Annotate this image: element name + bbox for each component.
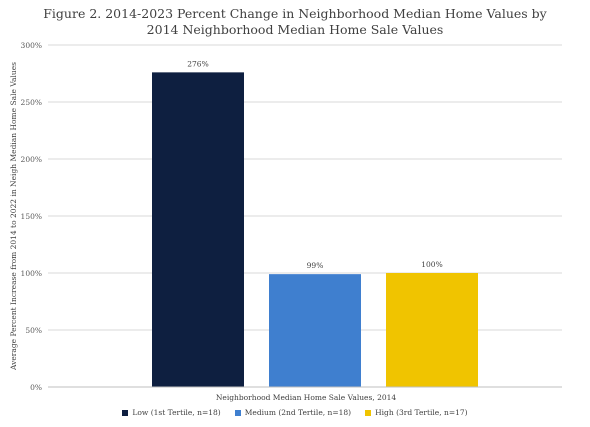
legend-swatch: [234, 409, 241, 416]
data-label: 99%: [307, 261, 324, 270]
bar-3: [386, 273, 478, 387]
legend-swatch: [122, 409, 129, 416]
data-label: 276%: [187, 59, 208, 68]
y-tick-label: 150%: [21, 212, 42, 221]
chart-title-line2: 2014 Neighborhood Median Home Sale Value…: [146, 22, 444, 37]
legend-label: Medium (2nd Tertile, n=18): [244, 408, 352, 417]
legend-label: High (3rd Tertile, n=17): [375, 408, 468, 417]
legend-swatch: [365, 409, 372, 416]
chart-title: Figure 2. 2014-2023 Percent Change in Ne…: [0, 6, 590, 38]
legend-item: Medium (2nd Tertile, n=18): [234, 408, 352, 417]
chart-title-line1: Figure 2. 2014-2023 Percent Change in Ne…: [43, 6, 547, 21]
y-tick-label: 0%: [30, 383, 42, 392]
legend: Low (1st Tertile, n=18) Medium (2nd Terti…: [0, 408, 590, 417]
bar-2: [269, 274, 361, 387]
y-tick-label: 100%: [21, 269, 42, 278]
y-tick-label: 300%: [21, 41, 42, 50]
data-label: 100%: [421, 260, 442, 269]
x-axis-label: Neighborhood Median Home Sale Values, 20…: [216, 393, 397, 402]
y-tick-label: 250%: [21, 98, 42, 107]
legend-label: Low (1st Tertile, n=18): [132, 408, 221, 417]
y-tick-label: 50%: [25, 326, 42, 335]
y-tick-label: 200%: [21, 155, 42, 164]
legend-item: Low (1st Tertile, n=18): [122, 408, 221, 417]
legend-item: High (3rd Tertile, n=17): [365, 408, 468, 417]
y-axis-label: Average Percent Increase from 2014 to 20…: [9, 62, 18, 371]
bar-1: [152, 72, 244, 388]
